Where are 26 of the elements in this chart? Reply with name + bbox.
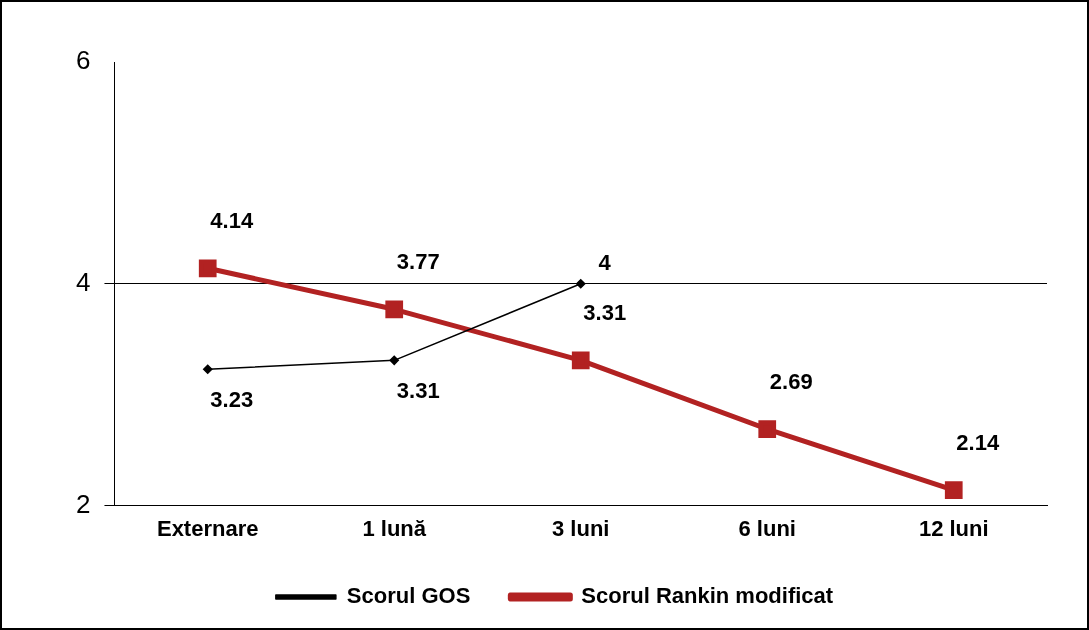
x-tick-label: 1 lună [362, 515, 427, 541]
data-label: 3.23 [210, 387, 254, 413]
x-tick-label: Externare [156, 515, 259, 541]
y-tick-label: 4 [75, 266, 91, 297]
data-label: 2.14 [956, 430, 1000, 456]
point [389, 355, 399, 366]
data-label: 3.31 [583, 300, 627, 326]
x-tick-label: 12 luni [918, 515, 989, 541]
point [198, 259, 217, 278]
legend-label: Scorul Rankin modificat [581, 583, 834, 609]
x-tick-label: 3 luni [552, 515, 610, 541]
point [758, 420, 777, 438]
data-label: 4 [598, 249, 612, 275]
point [571, 351, 590, 370]
data-label: 3.31 [396, 378, 440, 404]
data-label: 2.69 [769, 369, 813, 395]
y-tick-label: 2 [75, 488, 91, 519]
data-label: 3.77 [396, 249, 440, 275]
legend-label: Scorul GOS [346, 583, 471, 609]
data-label: 4.14 [210, 208, 254, 234]
y-tick-label: 6 [75, 45, 91, 76]
x-tick-label: 6 luni [738, 515, 796, 541]
point [202, 364, 213, 374]
point [385, 300, 404, 319]
point [944, 481, 963, 499]
point [575, 279, 586, 289]
